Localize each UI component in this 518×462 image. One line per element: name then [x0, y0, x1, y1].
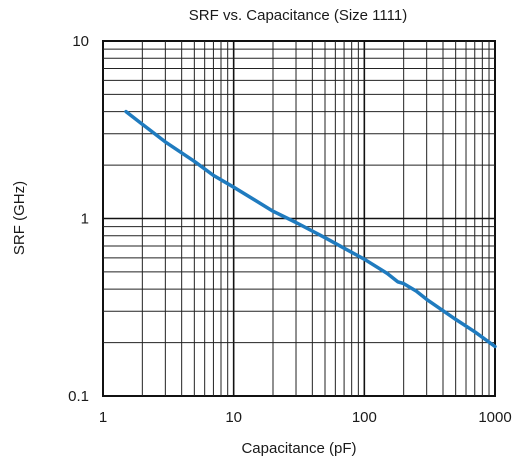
y-tick-label: 1	[81, 211, 89, 228]
x-axis-label: Capacitance (pF)	[241, 440, 356, 457]
x-tick-label: 1	[99, 409, 107, 426]
y-tick-label: 10	[72, 33, 89, 50]
y-axis-label: SRF (GHz)	[11, 181, 28, 255]
tick-labels: 1 10 100 1000 0.1 1 10	[68, 33, 512, 426]
x-tick-label: 1000	[478, 409, 511, 426]
chart-title: SRF vs. Capacitance (Size 1111)	[189, 7, 407, 24]
x-tick-label: 10	[225, 409, 242, 426]
y-tick-label: 0.1	[68, 388, 89, 405]
x-tick-label: 100	[352, 409, 377, 426]
grid-lines	[103, 41, 495, 396]
